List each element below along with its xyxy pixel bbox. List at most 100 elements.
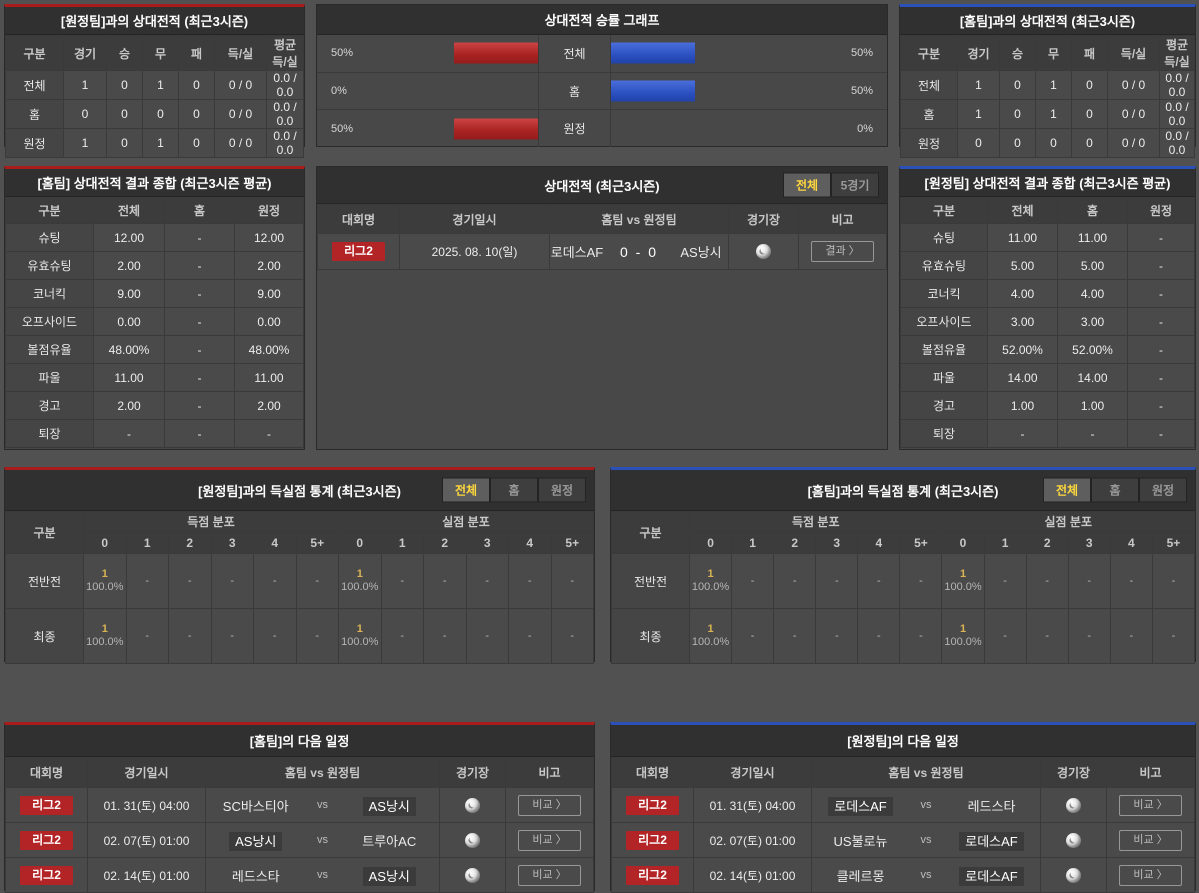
away-team: 트루아AC [362, 833, 417, 849]
table-row: 전반전 1 100.0% - - - - - 1 100.0% - - - - - [5, 553, 594, 609]
cell: 1 [957, 70, 1000, 100]
tab-away[interactable]: 원정 [1139, 477, 1187, 503]
cell: 4.00 [987, 279, 1058, 308]
tab-last5[interactable]: 5경기 [831, 172, 879, 198]
cell: - [210, 608, 254, 664]
stadium-ball-icon[interactable] [756, 244, 771, 260]
col-header: 홈 [164, 197, 235, 224]
graph-row: 50% 원정 0% [317, 110, 887, 148]
compare-button[interactable]: 비교 〉 [518, 829, 581, 851]
schedule-row: 리그2 02. 14(토) 01:00 클레르몽 vs 로데스AF 비교 〉 [611, 857, 1195, 893]
tab-home[interactable]: 홈 [1091, 477, 1139, 503]
schedule-row: 리그2 01. 31(토) 04:00 SC바스티아 vs AS낭시 비교 〉 [5, 787, 594, 823]
cell: 0 / 0 [1107, 99, 1160, 129]
tab-away[interactable]: 원정 [538, 477, 586, 503]
home-team: 로데스AF [550, 245, 604, 260]
bins-header-row: 0 1 2 3 4 5+ 0 1 2 3 4 5+ [612, 531, 1196, 554]
stadium-cell [728, 233, 799, 270]
compare-button[interactable]: 비교 〉 [1119, 794, 1182, 816]
panel-title: [원정팀]과의 상대전적 (최근3시즌) [5, 7, 304, 35]
cell: - [164, 391, 235, 420]
row-label: 전체 [5, 70, 64, 100]
cell: 9.00 [234, 279, 304, 308]
stadium-ball-icon[interactable] [465, 867, 480, 883]
home-team: 클레르몽 [836, 868, 885, 884]
scored-group-header: 득점 분포 [83, 511, 339, 532]
cell: 0 [63, 99, 107, 129]
table-row: 유효슈팅 2.00-2.00 [5, 251, 304, 280]
table-row: 파울 14.00 14.00- [900, 363, 1195, 392]
h2h-matches-table: 대회명 경기일시 홈팀 vs 원정팀 경기장 비고 리그2 2025. 08. … [317, 204, 887, 270]
cell: - [1127, 279, 1195, 308]
stadium-ball-icon[interactable] [1066, 832, 1081, 848]
row-label: 원정 [5, 128, 64, 158]
stadium-ball-icon[interactable] [1066, 867, 1081, 883]
result-button[interactable]: 결과 〉 [811, 241, 874, 262]
stadium-ball-icon[interactable] [1066, 797, 1081, 813]
col-header: 비고 [798, 204, 887, 234]
away-team: AS낭시 [340, 866, 439, 886]
col-header: 득/실 [214, 35, 267, 71]
cell: - [857, 608, 901, 664]
cell: - [93, 419, 165, 448]
panel-title: 상대전적 승률 그래프 [317, 5, 887, 35]
cell: 2.00 [234, 251, 304, 280]
cell: - [550, 608, 594, 664]
cell: - [899, 608, 943, 664]
league-cell: 리그2 [5, 787, 88, 823]
stadium-ball-icon[interactable] [465, 832, 480, 848]
league-badge: 리그2 [20, 830, 73, 850]
bin-header: 4 [253, 531, 297, 554]
right-percent-label: 0% [857, 122, 873, 135]
cell: 1 [63, 70, 107, 100]
panel-title-text: [원정팀]의 다음 일정 [847, 734, 959, 749]
match-row: 리그2 2025. 08. 10(일) 로데스AF 0 - 0 AS낭시 결과 … [317, 233, 887, 270]
panel-title-text: [원정팀]과의 득실점 통계 (최근3시즌) [198, 483, 401, 499]
table-row: 원정 1 0 1 0 0 / 0 0.0 / 0.0 [5, 128, 304, 158]
col-header: 경기일시 [399, 204, 550, 234]
tab-all[interactable]: 전체 [783, 172, 831, 198]
col-header: 구분 [5, 511, 84, 554]
row-label: 코너킥 [900, 279, 988, 308]
teams-cell: 로데스AF 0 - 0 AS낭시 [549, 233, 729, 270]
date-cell: 02. 14(토) 01:00 [87, 857, 206, 893]
cell: 1 [1035, 70, 1072, 100]
goal-stats-vs-home-panel: [홈팀]과의 득실점 통계 (최근3시즌) 전체 홈 원정 구분 득점 분포 실… [610, 467, 1196, 664]
tab-home[interactable]: 홈 [490, 477, 538, 503]
header-row: 대회명 경기일시 홈팀 vs 원정팀 경기장 비고 [5, 757, 594, 788]
panel-title: [홈팀]의 다음 일정 [5, 725, 594, 757]
panel-title-text: 상대전적 (최근3시즌) [544, 178, 660, 194]
cell: 0 [142, 99, 179, 129]
goal-stats-vs-away-panel: [원정팀]과의 득실점 통계 (최근3시즌) 전체 홈 원정 구분 득점 분포 … [4, 467, 595, 664]
cell: 0 [1071, 99, 1108, 129]
cell: - [164, 223, 235, 252]
away-team: 레드스타 [967, 798, 1016, 814]
col-header: 비고 [1106, 757, 1195, 788]
action-cell: 비교 〉 [1106, 822, 1195, 858]
bin-header: 5+ [899, 531, 943, 554]
cell: - [164, 335, 235, 364]
teams-cell: SC바스티아 vs AS낭시 [205, 787, 440, 823]
cell: 14.00 [1057, 363, 1128, 392]
cell: 0.0 / 0.0 [1159, 70, 1195, 100]
stadium-cell [1040, 787, 1107, 823]
panel-title: [홈팀] 상대전적 결과 종합 (최근3시즌 평균) [5, 169, 304, 197]
compare-button[interactable]: 비교 〉 [518, 864, 581, 886]
cell: 1 100.0% [941, 608, 985, 664]
stadium-ball-icon[interactable] [465, 797, 480, 813]
cell: - [1127, 419, 1195, 448]
cell: 0 [999, 128, 1036, 158]
cell: - [164, 363, 235, 392]
red-winrate-bar [454, 118, 538, 140]
header-row: 대회명 경기일시 홈팀 vs 원정팀 경기장 비고 [317, 204, 887, 234]
compare-button[interactable]: 비교 〉 [1119, 829, 1182, 851]
col-header: 패 [1071, 35, 1108, 71]
compare-button[interactable]: 비교 〉 [518, 794, 581, 816]
conceded-group-header: 실점 분포 [941, 511, 1195, 532]
compare-button[interactable]: 비교 〉 [1119, 864, 1182, 886]
tab-all[interactable]: 전체 [1043, 477, 1091, 503]
tab-all[interactable]: 전체 [442, 477, 490, 503]
cell: - [983, 608, 1027, 664]
vs-label: vs [317, 799, 328, 811]
league-badge: 리그2 [626, 795, 679, 815]
